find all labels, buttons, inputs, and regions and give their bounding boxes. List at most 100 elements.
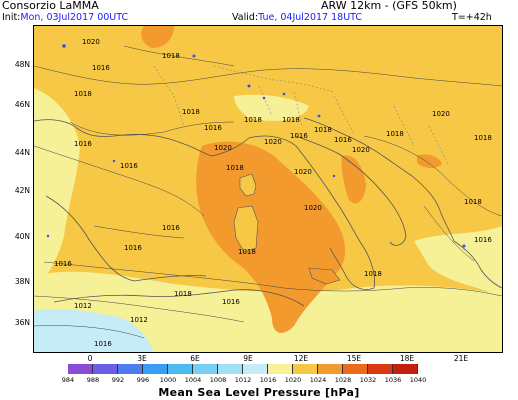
latitude-label: 42N	[14, 186, 30, 195]
isobar-label: 1020	[352, 146, 370, 154]
corsica-island	[239, 173, 257, 197]
coastline-italy-east	[295, 135, 407, 246]
colorbar-segment	[293, 364, 318, 374]
colorbar-tick-label: 1024	[309, 376, 327, 384]
isobar-1016-south	[43, 261, 502, 297]
sardinia-island	[233, 205, 259, 253]
isobar-label: 1018	[244, 116, 262, 124]
coastline-iberia	[45, 195, 207, 282]
colorbar-tick-label: 1036	[384, 376, 402, 384]
isobar-label: 1018	[174, 290, 192, 298]
colorbar-tick-label: 1012	[234, 376, 252, 384]
isobar-label: 1018	[182, 108, 200, 116]
colorbar-tick-label: 984	[61, 376, 75, 384]
colorbar-tick-label: 996	[136, 376, 150, 384]
colorbar-title: Mean Sea Level Pressure [hPa]	[158, 386, 360, 399]
isobar-label: 1018	[238, 248, 256, 256]
lake	[46, 234, 50, 238]
colorbar-segment	[168, 364, 193, 374]
high-pressure-tyrrhenian	[196, 141, 346, 333]
isobar-label: 1016	[124, 244, 142, 252]
isobar-1018-north	[34, 65, 502, 87]
lake	[247, 84, 251, 88]
valid-label: Valid:	[232, 12, 259, 23]
lake	[62, 44, 66, 48]
init-label: Init:	[2, 12, 21, 23]
pressure-field-east-1012-1016	[414, 226, 502, 296]
latitude-label: 36N	[14, 318, 30, 327]
pressure-map: 1020 1016 1018 1018 1018 1016 1018 1018 1016 1018…	[33, 25, 503, 353]
high-pressure-north	[141, 26, 174, 48]
isobar-1012	[34, 325, 145, 339]
valid-row: Valid:Tue, 04Jul2017 18UTC	[232, 12, 362, 23]
lake	[317, 114, 321, 118]
lakes	[46, 44, 466, 248]
isobar-1018-west	[34, 145, 205, 217]
isobar-1016-iberia	[93, 225, 185, 239]
latitude-label: 44N	[14, 148, 30, 157]
lake	[462, 244, 466, 248]
colorbar-segment	[93, 364, 118, 374]
isobar-label: 1016	[334, 136, 352, 144]
colorbar-segment	[393, 364, 418, 374]
isobar-label: 1012	[74, 302, 92, 310]
isobar-label: 1020	[304, 204, 322, 212]
longitude-label: 0	[87, 354, 93, 363]
colorbar-segment	[318, 364, 343, 374]
latitude-label: 40N	[14, 232, 30, 241]
coastline-north-africa	[53, 289, 305, 307]
isobar-1018-east	[363, 135, 502, 217]
colorbar-tick-label: 992	[111, 376, 125, 384]
lake	[192, 54, 196, 58]
colorbar-segment	[368, 364, 393, 374]
isobar-label: 1020	[214, 144, 232, 152]
isobar-label: 1018	[464, 198, 482, 206]
colorbar-tick-label: 988	[86, 376, 100, 384]
high-pressure-adriatic	[341, 155, 366, 204]
org-title: Consorzio LaMMA	[2, 0, 99, 12]
isobar-1014	[34, 295, 245, 323]
isobar-label: 1016	[222, 298, 240, 306]
isobar-label: 1018	[364, 270, 382, 278]
isobar-label: 1018	[162, 52, 180, 60]
lake	[282, 92, 286, 96]
colorbar-segment	[268, 364, 293, 374]
init-row: Init:Mon, 03Jul2017 00UTC	[2, 12, 128, 23]
latitude-label: 48N	[14, 60, 30, 69]
isobar-label: 1016	[204, 124, 222, 132]
init-value: Mon, 03Jul2017 00UTC	[20, 12, 129, 23]
coastline-balkans	[303, 117, 455, 242]
colorbar-tick-label: 1016	[259, 376, 277, 384]
isobar-label: 1016	[94, 340, 112, 348]
lead-time: T=+42h	[452, 12, 492, 23]
isobar-1016-east	[423, 205, 475, 262]
coastline-france	[34, 119, 213, 157]
isobar-label: 1018	[282, 116, 300, 124]
isobar-label: 1018	[74, 90, 92, 98]
isobar-label: 1016	[162, 224, 180, 232]
colorbar-segment	[343, 364, 368, 374]
isobar-1018-top	[123, 45, 235, 67]
lake	[262, 96, 266, 100]
longitude-label: 18E	[399, 354, 415, 363]
sicily-island	[308, 267, 341, 285]
longitude-label: 3E	[137, 354, 147, 363]
pressure-field-africa-1008-1012	[34, 308, 154, 352]
country-borders	[153, 65, 450, 167]
isobar-label: 1018	[314, 126, 332, 134]
isobar-label: 1018	[226, 164, 244, 172]
coastline-greece	[453, 240, 502, 289]
longitude-label: 9E	[243, 354, 253, 363]
isobar-label: 1016	[120, 162, 138, 170]
colorbar-tick-label: 1028	[334, 376, 352, 384]
colorbar-segment	[118, 364, 143, 374]
colorbar-segment	[143, 364, 168, 374]
longitude-label: 15E	[346, 354, 362, 363]
longitude-label: 21E	[453, 354, 469, 363]
colorbar-segment	[243, 364, 268, 374]
isobar-label: 1016	[474, 236, 492, 244]
colorbar-tick-label: 1040	[409, 376, 427, 384]
isobar-label: 1016	[92, 64, 110, 72]
